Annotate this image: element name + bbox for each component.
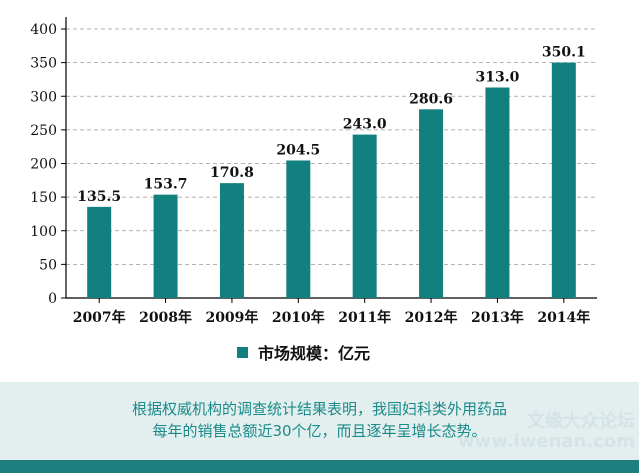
x-tick-label: 2010年 bbox=[272, 309, 325, 326]
bottom-border bbox=[0, 460, 639, 473]
y-tick-label: 200 bbox=[30, 157, 57, 173]
y-tick-label: 250 bbox=[30, 123, 57, 139]
x-tick-label: 2007年 bbox=[73, 309, 126, 326]
bar bbox=[219, 183, 244, 298]
y-tick-label: 350 bbox=[30, 56, 57, 72]
bar-chart: 0 50 100 150 200 250 300 350 400 135.5 2007年 153.7 2… bbox=[30, 17, 597, 326]
site-watermark: 文缘大众论坛 www.iwenan.com bbox=[458, 412, 635, 452]
y-tick-label: 100 bbox=[30, 224, 57, 240]
bar-value-label: 204.5 bbox=[276, 142, 320, 158]
bar-value-label: 170.8 bbox=[210, 165, 254, 181]
y-tick-label: 300 bbox=[30, 89, 57, 105]
legend-swatch bbox=[237, 346, 248, 358]
bar-value-label: 243.0 bbox=[343, 117, 387, 133]
bar-value-label: 135.5 bbox=[77, 189, 121, 205]
x-tick-label: 2014年 bbox=[537, 309, 590, 326]
legend-label: 市场规模：亿元 bbox=[258, 344, 371, 363]
caption-line-1: 根据权威机构的调查统计结果表明，我国妇科类外用药品 bbox=[131, 400, 507, 418]
bar bbox=[551, 62, 576, 298]
caption-line-2: 每年的销售总额近30个亿，而且逐年呈增长态势。 bbox=[152, 422, 487, 440]
bar bbox=[485, 87, 510, 298]
bar-value-label: 350.1 bbox=[542, 45, 586, 61]
chart-legend: 市场规模：亿元 bbox=[237, 341, 370, 363]
bar bbox=[286, 160, 311, 298]
bar-value-label: 280.6 bbox=[409, 91, 453, 107]
x-tick-label: 2012年 bbox=[405, 309, 458, 326]
y-tick-label: 50 bbox=[39, 257, 57, 273]
y-tick-label: 150 bbox=[30, 190, 57, 206]
caption: 根据权威机构的调查统计结果表明，我国妇科类外用药品 每年的销售总额近30个亿，而… bbox=[0, 398, 639, 442]
watermark-line-1: 文缘大众论坛 bbox=[527, 411, 635, 432]
x-tick-label: 2011年 bbox=[338, 309, 391, 326]
watermark-line-2: www.iwenan.com bbox=[458, 431, 635, 452]
bar bbox=[87, 206, 112, 298]
bar bbox=[352, 134, 377, 298]
chart-panel: 0 50 100 150 200 250 300 350 400 135.5 2007年 153.7 2… bbox=[0, 0, 639, 382]
x-tick-label: 2013年 bbox=[471, 309, 524, 326]
bar bbox=[153, 194, 178, 298]
x-tick-label: 2009年 bbox=[205, 309, 258, 326]
bar-value-label: 153.7 bbox=[144, 177, 188, 193]
bar bbox=[419, 109, 444, 298]
x-tick-label: 2008年 bbox=[139, 309, 192, 326]
bar-value-label: 313.0 bbox=[476, 70, 520, 86]
y-tick-label: 0 bbox=[48, 291, 57, 307]
y-tick-label: 400 bbox=[30, 22, 57, 38]
